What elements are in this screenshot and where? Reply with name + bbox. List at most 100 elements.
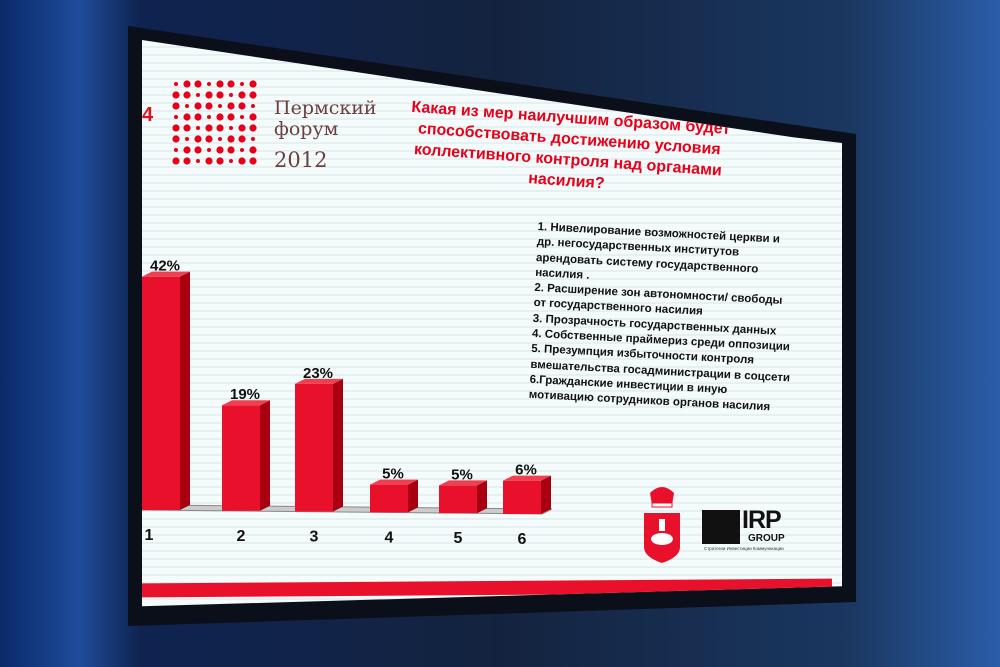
logo-dot [251, 104, 255, 108]
logo-year: 2012 [274, 148, 328, 172]
logo-dot [183, 80, 191, 88]
logo-dot [216, 91, 224, 99]
logo-dot [207, 115, 211, 119]
category-label: 5 [454, 530, 463, 547]
logo-dot [194, 113, 202, 121]
bar [142, 276, 180, 510]
logo-dot [218, 137, 222, 141]
bar-top [503, 475, 551, 481]
data-label: 19% [230, 386, 260, 403]
logo-dot [205, 102, 213, 110]
logo-dot [172, 102, 180, 110]
bar [439, 485, 477, 514]
logo-dot [238, 102, 246, 110]
logo-line2: форум [274, 118, 339, 140]
bar-top [295, 378, 343, 384]
projected-slide: 4 Пермский форум 2012 Какая из мер наилу… [142, 40, 842, 607]
logo-dot [238, 135, 246, 143]
irp-name: IRP [742, 506, 782, 534]
bar-side [333, 378, 343, 512]
logo-dot [205, 91, 213, 99]
bar-chart: 42% 1 19% 2 23% 3 5% 4 5% 5 6% 6 [142, 258, 553, 548]
logo-dot [227, 102, 235, 110]
logo-dot [183, 124, 191, 132]
logo-dot [183, 157, 191, 165]
bar [370, 484, 408, 513]
category-label: 1 [145, 527, 154, 544]
data-label: 5% [382, 466, 404, 483]
logo-dot [240, 82, 244, 86]
irp-group: GROUP [748, 533, 785, 544]
logo-dot [183, 91, 191, 99]
logo-dot [249, 146, 257, 154]
logo-dot [216, 124, 224, 132]
logo-dot [172, 135, 180, 143]
bar-side [260, 400, 270, 511]
logo-dot [249, 80, 257, 88]
category-label: 3 [310, 529, 319, 546]
logo-dot [249, 113, 257, 121]
logo-dot [240, 115, 244, 119]
logo-dot [207, 148, 211, 152]
data-label: 6% [515, 462, 537, 479]
logo-dot [174, 115, 178, 119]
logo-dot [229, 93, 233, 97]
logo-dot [185, 137, 189, 141]
logo-dot [194, 146, 202, 154]
logo-dot [196, 126, 200, 130]
logo-dot [216, 146, 224, 154]
forum-logo-dots [172, 80, 257, 165]
bar-side [541, 475, 551, 514]
logo-dot [249, 124, 257, 132]
logo-line1: Пермский [274, 97, 377, 119]
category-label: 4 [385, 529, 394, 546]
bar [295, 383, 333, 512]
bar-side [180, 271, 190, 510]
logo-dot [238, 157, 246, 165]
bar [503, 480, 541, 514]
chart-floor [142, 504, 553, 515]
logo-dot [185, 104, 189, 108]
data-label: 5% [451, 466, 473, 483]
logo-dot [227, 80, 235, 88]
logo-dot [216, 113, 224, 121]
logo-dot [174, 148, 178, 152]
logo-dot [249, 91, 257, 99]
logo-dot [229, 126, 233, 130]
logo-dot [238, 91, 246, 99]
logo-dot [238, 124, 246, 132]
logo-dot [172, 157, 180, 165]
logo-dot [240, 148, 244, 152]
forum-logo-text: Пермский форум [274, 98, 377, 140]
bar-top [439, 480, 487, 486]
logo-dot [207, 82, 211, 86]
logo-dot [172, 91, 180, 99]
logo-dot [216, 80, 224, 88]
bar-top [370, 479, 418, 485]
logo-dot [183, 113, 191, 121]
logo-dot [227, 113, 235, 121]
logo-dot [183, 146, 191, 154]
logo-dot [249, 157, 257, 165]
bar-top [142, 271, 190, 277]
logo-dot [218, 104, 222, 108]
logo-dot [205, 124, 213, 132]
logo-dot [172, 124, 180, 132]
logo-dot [174, 82, 178, 86]
logo-dot [251, 137, 255, 141]
logo-dot [196, 93, 200, 97]
logo-dot [194, 80, 202, 88]
logo-dot [205, 135, 213, 143]
logo-dot [194, 102, 202, 110]
logo-dot [229, 159, 233, 163]
data-label: 42% [150, 258, 180, 275]
bar-side [477, 480, 487, 514]
logo-dot [227, 135, 235, 143]
logo-dot [227, 146, 235, 154]
data-label: 23% [303, 365, 333, 382]
bar [222, 405, 260, 511]
irp-logo-square [702, 510, 740, 544]
bar-top [222, 400, 270, 406]
logo-dot [205, 157, 213, 165]
slide-number: 4 [142, 104, 154, 126]
